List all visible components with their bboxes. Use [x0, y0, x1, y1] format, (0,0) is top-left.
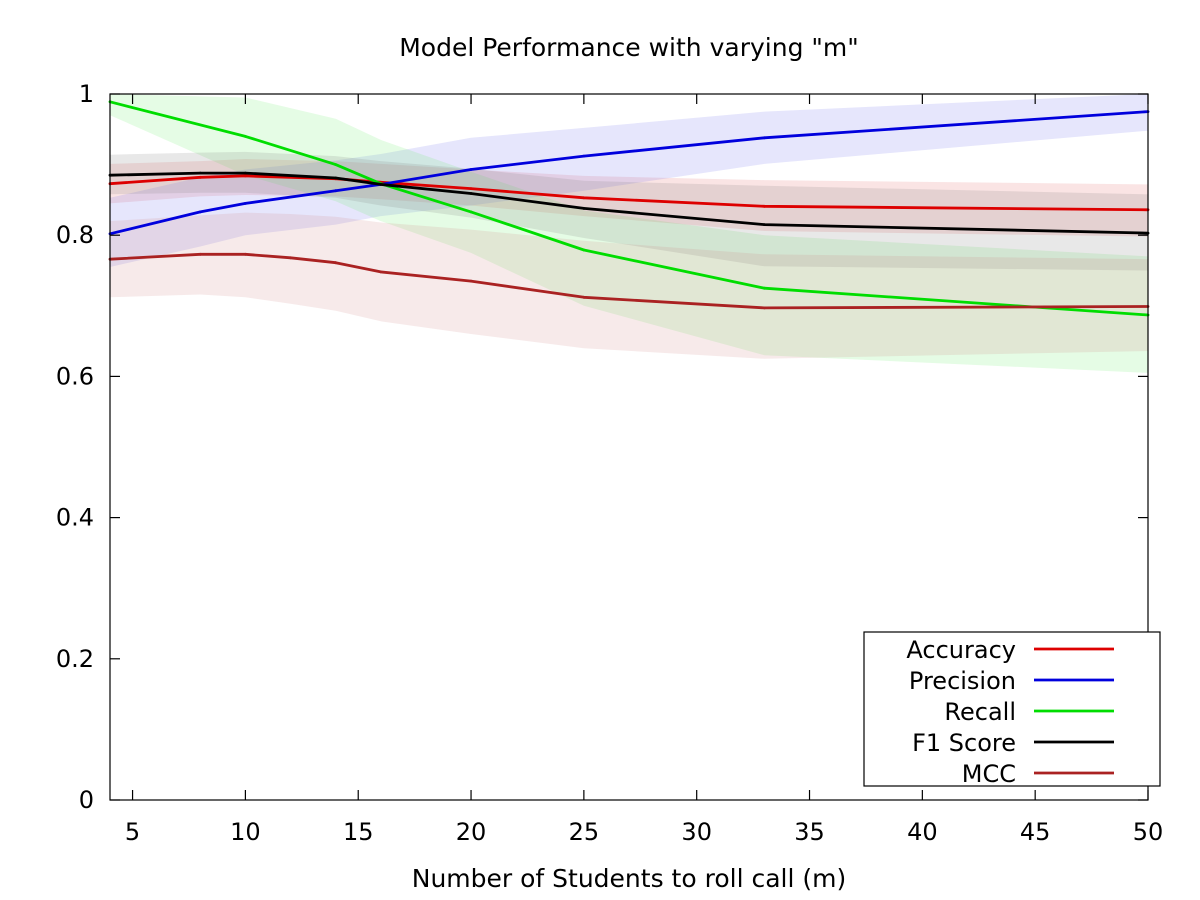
- data-point-precision: [334, 189, 338, 193]
- legend-box: [863, 631, 1161, 787]
- band-recall: [110, 94, 1148, 373]
- data-point-accuracy: [469, 187, 473, 191]
- x-tick-label: 45: [1020, 818, 1051, 846]
- data-point-recall: [763, 286, 766, 290]
- series-line-mcc: [109, 252, 1149, 310]
- y-tick-label: 0.2: [56, 645, 94, 673]
- data-point-accuracy: [244, 174, 247, 178]
- data-point-mcc: [469, 279, 473, 283]
- legend-label-f1-score: F1 Score: [912, 729, 1016, 757]
- data-point-mcc: [289, 256, 292, 260]
- data-point-mcc: [763, 306, 766, 310]
- data-point-precision: [469, 168, 473, 171]
- data-point-precision: [244, 202, 247, 205]
- legend-label-precision: Precision: [909, 667, 1016, 695]
- plot-frame: [109, 93, 1149, 801]
- y-tick-label: 0.8: [56, 221, 94, 249]
- data-point-mcc: [582, 295, 586, 299]
- data-point-precision: [582, 154, 586, 158]
- data-point-mcc: [379, 270, 383, 274]
- legend-label-accuracy: Accuracy: [906, 636, 1016, 664]
- x-tick-label: 40: [907, 818, 938, 846]
- data-point-recall: [469, 210, 473, 214]
- y-tick-label: 0.6: [56, 362, 94, 390]
- chart-title: Model Performance with varying "m": [399, 33, 859, 62]
- data-point-recall: [582, 248, 586, 252]
- x-axis-label: Number of Students to roll call (m): [412, 864, 846, 893]
- x-tick-label: 20: [456, 818, 487, 846]
- data-point-f1-score: [379, 183, 383, 186]
- data-point-precision: [763, 136, 766, 140]
- legend-label-recall: Recall: [944, 698, 1016, 726]
- data-point-precision: [198, 210, 202, 214]
- x-tick-label: 50: [1133, 818, 1164, 846]
- data-point-mcc: [244, 252, 247, 256]
- data-point-f1-score: [469, 192, 473, 195]
- data-point-recall: [334, 163, 338, 167]
- axis-ticks: 5 10 15 20 25 30 35 40 45 50 0 0.2 0.4 0.6 0.8 1: [56, 80, 1163, 846]
- x-tick-label: 25: [569, 818, 600, 846]
- series-lines: [108, 100, 1150, 317]
- legend-label-mcc: MCC: [962, 760, 1016, 788]
- band-precision: [110, 94, 1148, 267]
- y-tick-label: 0: [79, 786, 94, 814]
- x-tick-label: 5: [125, 818, 140, 846]
- data-point-f1-score: [244, 171, 247, 175]
- x-tick-label: 10: [230, 818, 261, 846]
- data-point-f1-score: [582, 207, 586, 210]
- data-point-recall: [244, 135, 247, 138]
- x-tick-label: 30: [681, 818, 712, 846]
- series-line-recall: [109, 100, 1149, 317]
- data-point-mcc: [334, 261, 338, 265]
- data-point-mcc: [198, 252, 202, 256]
- data-point-f1-score: [763, 223, 766, 227]
- y-tick-label: 1: [79, 80, 94, 108]
- y-tick-label: 0.4: [56, 504, 94, 532]
- band-mcc: [110, 212, 1148, 359]
- x-tick-label: 15: [343, 818, 374, 846]
- data-point-accuracy: [763, 204, 766, 208]
- x-tick-label: 35: [794, 818, 825, 846]
- data-point-accuracy: [198, 175, 202, 179]
- data-point-f1-score: [334, 176, 338, 180]
- data-point-f1-score: [198, 171, 202, 175]
- legend: Accuracy Precision Recall F1 Score MCC: [863, 631, 1161, 788]
- data-point-accuracy: [582, 196, 586, 200]
